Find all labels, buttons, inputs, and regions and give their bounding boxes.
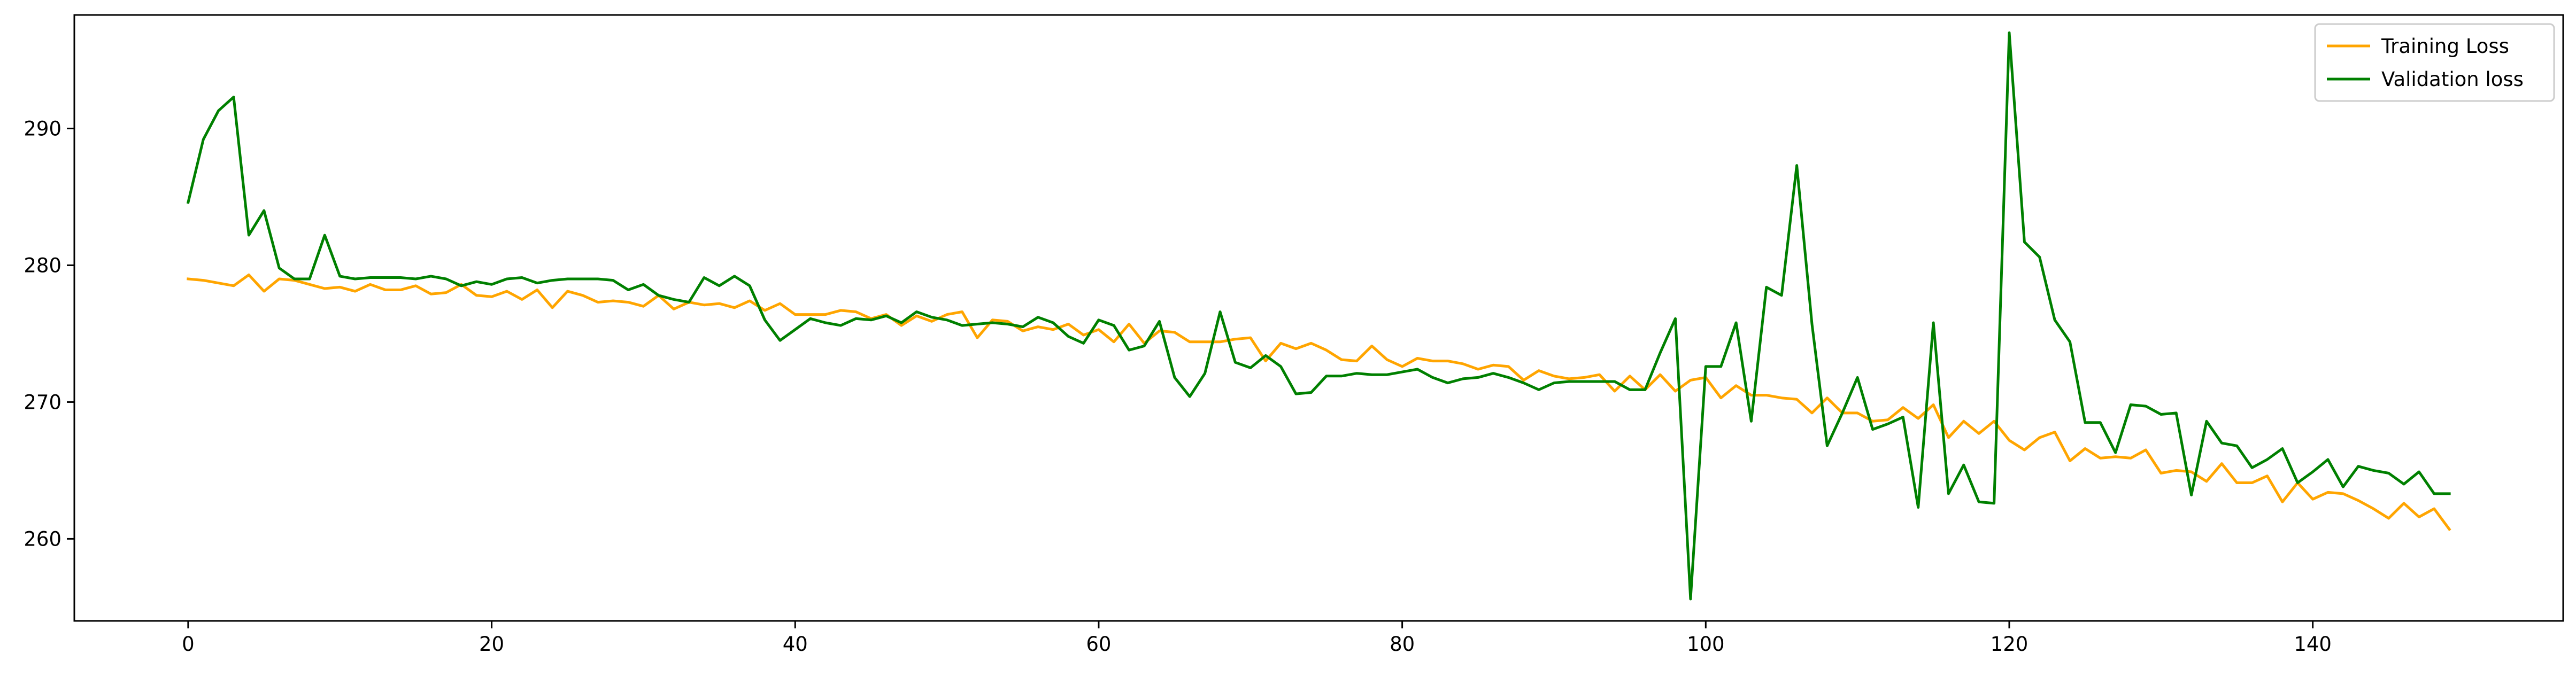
legend-label-training-loss: Training Loss — [2381, 35, 2509, 58]
y-tick-label: 290 — [24, 117, 61, 140]
legend-box — [2314, 23, 2555, 102]
y-tick-label: 270 — [24, 391, 61, 414]
series-line-validation-loss — [186, 31, 2451, 601]
x-tick-label: 20 — [479, 633, 504, 656]
x-tick-label: 140 — [2294, 633, 2332, 656]
y-tick-label: 280 — [24, 254, 61, 277]
x-tick-label: 40 — [783, 633, 808, 656]
plot-area: 0 20 40 60 80 100 120 140 260 270 280 290 — [24, 31, 2451, 656]
x-tick-label: 0 — [182, 633, 195, 656]
x-tick-label: 80 — [1390, 633, 1415, 656]
y-tick-label: 260 — [24, 527, 61, 550]
x-tick-label: 60 — [1086, 633, 1111, 656]
legend-label-validation-loss: Validation loss — [2381, 68, 2524, 91]
x-tick-label: 120 — [1991, 633, 2029, 656]
x-tick-label: 100 — [1687, 633, 1725, 656]
axes-frame — [73, 14, 2564, 622]
series-line-training-loss — [187, 273, 2451, 531]
legend: Training Loss Validation loss — [2314, 23, 2555, 102]
